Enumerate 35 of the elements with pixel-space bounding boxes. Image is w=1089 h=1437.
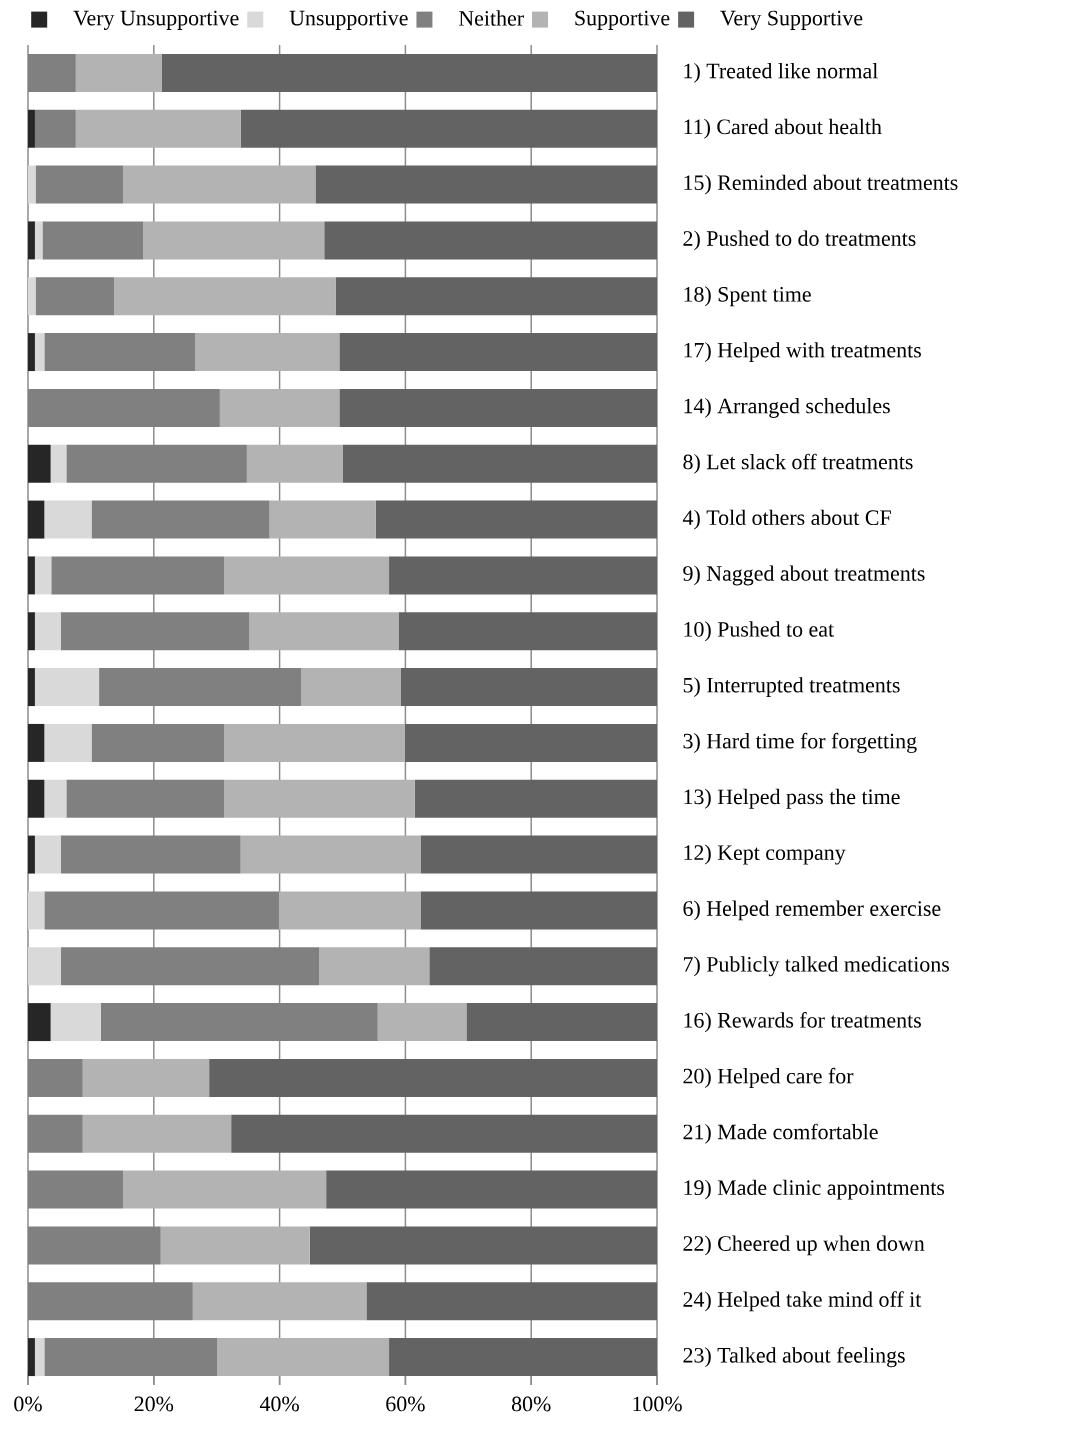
y-tick-label: 1) Treated like normal <box>684 62 878 83</box>
y-tick-label: 7) Publicly talked medications <box>683 956 949 977</box>
y-tick-label: 13) Helped pass the time <box>684 788 900 809</box>
y-tick-label: 8) Let slack off treatments <box>683 453 913 474</box>
legend-label: Supportive <box>575 10 670 30</box>
y-tick-label: 4) Told others about CF <box>682 509 891 530</box>
y-tick-label: 14) Arranged schedules <box>684 397 890 418</box>
y-tick-label: 20) Helped care for <box>683 1067 854 1088</box>
legend-label: Unsupportive <box>289 10 408 30</box>
legend-label: Neither <box>458 10 524 26</box>
y-tick-label: 10) Pushed to eat <box>684 621 834 642</box>
y-tick-label: 11) Cared about health <box>684 118 882 139</box>
y-tick-label: 18) Spent time <box>684 286 811 307</box>
y-tick-label: 19) Made clinic appointments <box>684 1179 945 1200</box>
y-tick-label: 23) Talked about feelings <box>683 1347 905 1368</box>
y-tick-label: 9) Nagged about treatments <box>683 565 925 586</box>
y-tick-label: 6) Helped remember exercise <box>683 900 941 921</box>
y-tick-label: 2) Pushed to do treatments <box>683 230 916 251</box>
y-tick-label: 5) Interrupted treatments <box>683 677 900 698</box>
y-tick-label: 17) Helped with treatments <box>684 342 921 363</box>
x-tick-label: 20% <box>134 1396 174 1412</box>
legend-label: Very Supportive <box>720 10 863 30</box>
y-tick-label: 12) Kept company <box>684 844 846 865</box>
y-tick-label: 22) Cheered up when down <box>683 1235 925 1256</box>
x-tick-label: 0% <box>14 1396 42 1412</box>
x-tick-label: 40% <box>259 1396 299 1412</box>
y-tick-label: 24) Helped take mind off it <box>683 1291 922 1312</box>
y-tick-label: 3) Hard time for forgetting <box>683 732 917 753</box>
x-tick-label: 60% <box>386 1396 425 1412</box>
x-tick-label: 80% <box>511 1396 551 1412</box>
legend-label: Very Unsupportive <box>73 10 239 30</box>
y-tick-label: 15) Reminded about treatments <box>684 174 958 195</box>
y-tick-label: 16) Rewards for treatments <box>684 1012 921 1033</box>
y-tick-label: 21) Made comfortable <box>683 1123 878 1144</box>
x-tick-label: 100% <box>633 1396 682 1412</box>
